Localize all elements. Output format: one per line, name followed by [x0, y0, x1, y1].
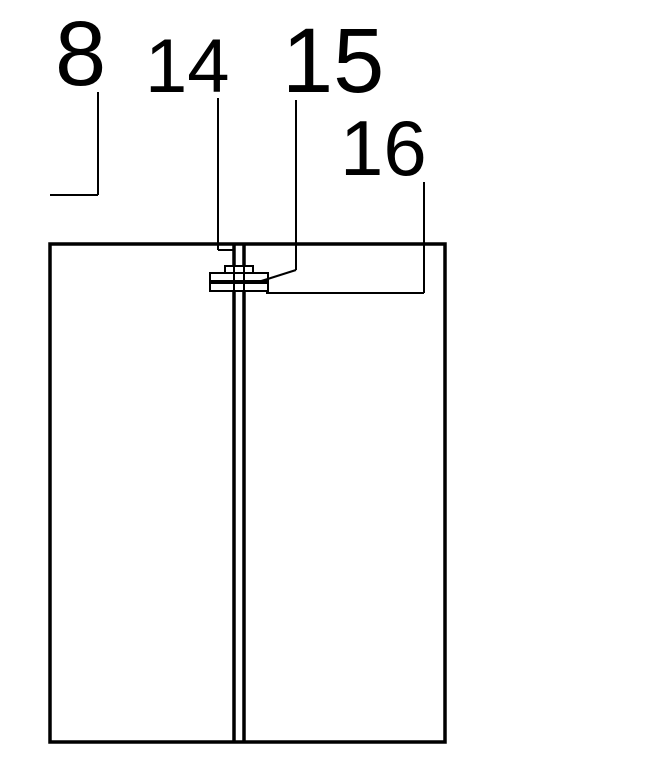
label-8: 8	[55, 3, 106, 105]
label-16: 16	[340, 104, 427, 192]
stack-bar1	[210, 273, 268, 281]
diagram-svg: 8 14 1516	[0, 0, 650, 768]
outer-rect	[50, 244, 445, 742]
stack-bar2	[210, 283, 268, 291]
label-15: 15	[282, 10, 384, 112]
label-14: 14	[145, 24, 230, 109]
stack-cap	[225, 266, 253, 273]
